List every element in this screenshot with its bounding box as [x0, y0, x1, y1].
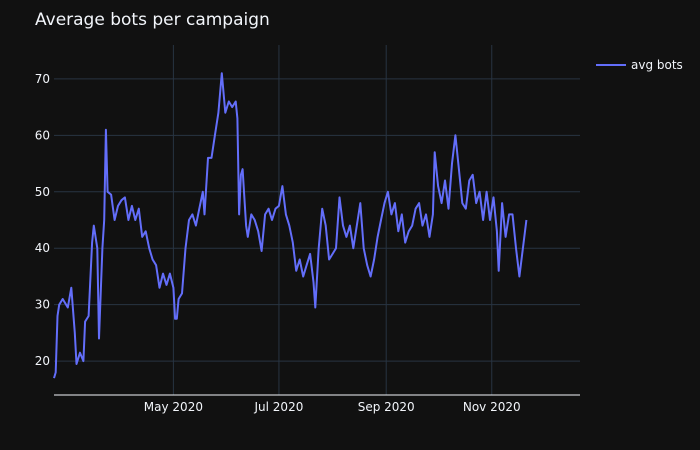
- x-tick-label: Sep 2020: [358, 400, 415, 414]
- series-avg-bots: [53, 72, 528, 379]
- legend-label: avg bots: [631, 58, 683, 72]
- x-tick-label: May 2020: [144, 400, 203, 414]
- y-tick-label: 50: [35, 185, 50, 199]
- y-tick-label: 40: [35, 241, 50, 255]
- grid: [54, 45, 580, 395]
- series-line[interactable]: [53, 72, 528, 379]
- y-tick-label: 20: [35, 354, 50, 368]
- legend[interactable]: avg bots: [596, 58, 683, 72]
- chart-title: Average bots per campaign: [35, 10, 270, 30]
- x-axis: May 2020 Jul 2020 Sep 2020 Nov 2020: [144, 400, 521, 414]
- y-tick-label: 60: [35, 128, 50, 142]
- y-axis: 20 30 40 50 60 70: [35, 72, 50, 368]
- y-tick-label: 30: [35, 298, 50, 312]
- x-tick-label: Jul 2020: [254, 400, 304, 414]
- y-tick-label: 70: [35, 72, 50, 86]
- x-tick-label: Nov 2020: [463, 400, 521, 414]
